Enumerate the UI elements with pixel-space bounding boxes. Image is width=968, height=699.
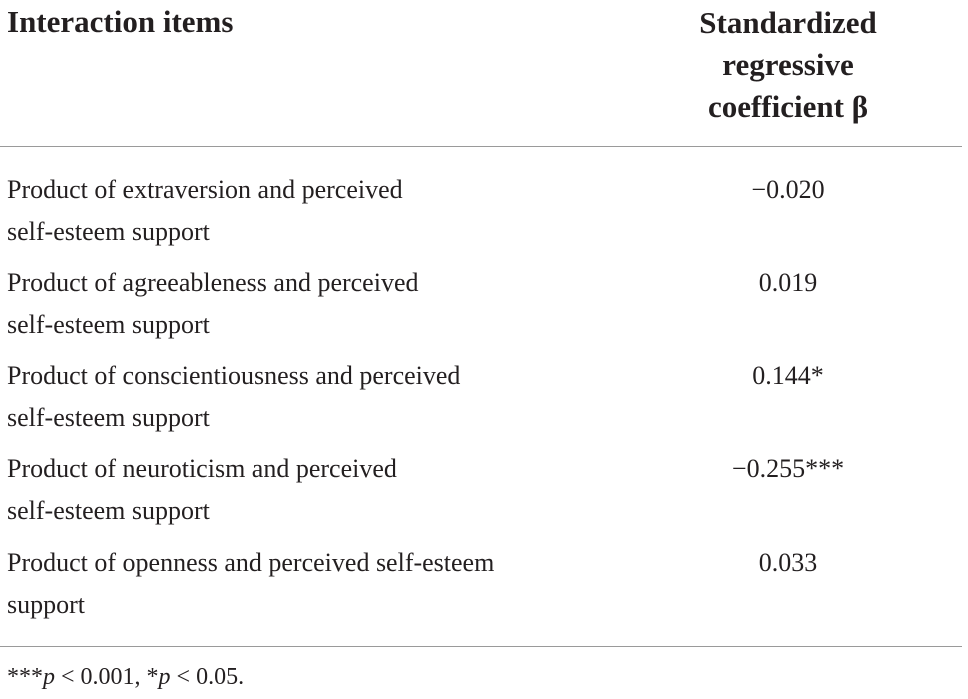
table-bottom-rule [0,646,962,647]
row-label-line: Product of neuroticism and perceived [7,454,397,483]
p-variable: p [158,664,171,690]
row-value: −0.255*** [731,454,845,483]
table-row: Product of agreeableness and perceived s… [0,262,962,354]
table-row: Product of extraversion and perceived se… [0,169,962,261]
significance-marks: * [146,664,159,690]
row-label: Product of neuroticism and perceived sel… [7,448,607,532]
row-label-line: support [7,590,85,619]
row-label-line: self-esteem support [7,217,210,246]
header-divider [0,146,962,147]
row-value: 0.033 [758,548,818,577]
row-value: −0.020 [751,175,825,204]
row-label-line: Product of agreeableness and perceived [7,268,419,297]
table-footnote: ***p < 0.001, *p < 0.05. [7,661,244,693]
row-label: Product of extraversion and perceived se… [7,169,607,253]
column-header-coefficient-line: Standardized [699,5,877,40]
significance-marks: *** [7,664,43,690]
column-header-coefficient-line: regressive [722,47,854,82]
row-value: 0.019 [758,268,818,297]
footnote-text: < 0.001, [55,664,147,690]
column-header-interaction-items: Interaction items [7,4,234,39]
footnote-text: < 0.05. [170,664,245,690]
row-label-line: self-esteem support [7,496,210,525]
row-label-line: Product of extraversion and perceived [7,175,403,204]
table-row: Product of openness and perceived self-e… [0,542,962,634]
p-variable: p [43,664,55,690]
row-label-line: Product of openness and perceived self-e… [7,548,495,577]
row-label-line: self-esteem support [7,403,210,432]
table-row: Product of conscientiousness and perceiv… [0,355,962,447]
row-value: 0.144* [752,361,824,390]
column-header-coefficient-line: coefficient β [707,89,869,124]
row-label: Product of openness and perceived self-e… [7,542,607,626]
table-row: Product of neuroticism and perceived sel… [0,448,962,540]
row-label-line: Product of conscientiousness and perceiv… [7,361,461,390]
column-header-coefficient: Standardized regressive coefficient β [640,2,936,128]
row-label-line: self-esteem support [7,310,210,339]
table-header: Interaction items Standardized regressiv… [0,0,962,146]
row-label: Product of agreeableness and perceived s… [7,262,607,346]
row-label: Product of conscientiousness and perceiv… [7,355,607,439]
